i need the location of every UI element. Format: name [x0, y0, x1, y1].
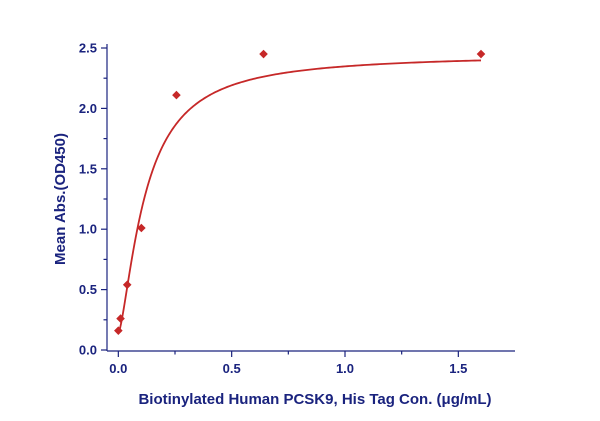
- data-point: [476, 49, 486, 59]
- fit-curve-layer: [117, 59, 482, 334]
- y-tick-label: 2.0: [79, 101, 97, 116]
- y-tick-label: 2.5: [79, 41, 97, 56]
- data-point: [122, 280, 132, 290]
- data-point: [137, 223, 146, 233]
- y-tick-label: 0.0: [79, 343, 97, 358]
- x-tick-label: 0.0: [109, 361, 127, 376]
- y-tick-label: 0.5: [79, 282, 97, 297]
- y-tick-label: 1.5: [79, 161, 97, 176]
- y-axis-title: Mean Abs.(OD450): [52, 133, 69, 265]
- data-point: [259, 49, 268, 59]
- x-tick-label: 0.5: [223, 361, 241, 376]
- data-points-layer: [114, 49, 486, 335]
- x-axis-title: Biotinylated Human PCSK9, His Tag Con. (…: [138, 391, 491, 408]
- x-tick-label: 1.5: [449, 361, 467, 376]
- axis-ticks: 0.0 0.5 1.0 1.5 2.0 2.5 0.0 0.5 1.0 1.5: [79, 41, 467, 377]
- data-point: [116, 314, 125, 323]
- axes: [106, 44, 515, 352]
- x-tick-label: 1.0: [336, 361, 354, 376]
- y-tick-label: 1.0: [79, 222, 97, 237]
- data-point: [114, 326, 123, 335]
- fit-curve: [117, 59, 482, 334]
- data-point: [172, 90, 181, 100]
